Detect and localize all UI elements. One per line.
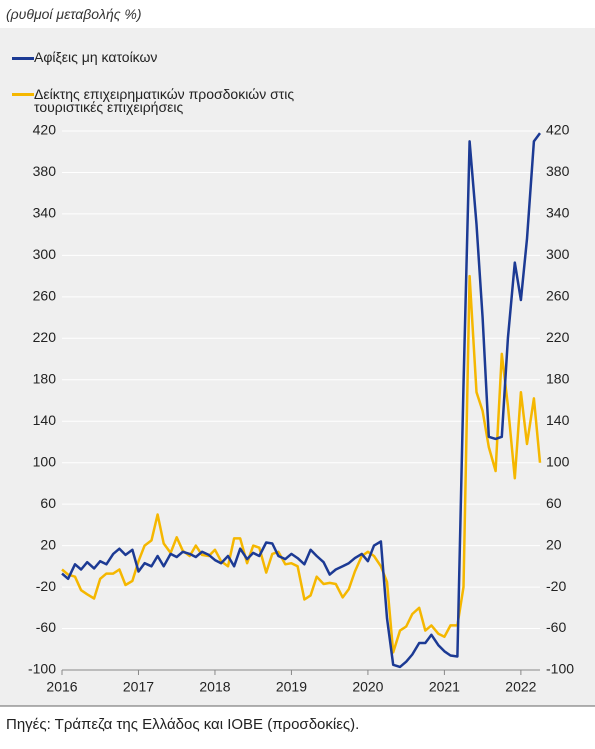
y-tick-label: 20 <box>40 536 56 552</box>
y2-tick-label: 100 <box>546 453 570 469</box>
x-tick-label: 2016 <box>46 679 77 695</box>
x-tick-label: 2022 <box>505 679 536 695</box>
subtitle: (ρυθμοί μεταβολής %) <box>6 6 142 22</box>
y-tick-label: -100 <box>28 661 56 677</box>
y-tick-label: 180 <box>33 370 57 386</box>
source: Πηγές: Τράπεζα της Ελλάδος και ΙΟΒΕ (προ… <box>6 716 360 733</box>
y2-tick-label: 20 <box>546 536 562 552</box>
x-tick-label: 2017 <box>123 679 154 695</box>
legend-swatch <box>12 57 34 60</box>
y2-tick-label: 60 <box>546 495 562 511</box>
legend-label: Αφίξεις μη κατοίκων <box>34 49 158 65</box>
legend-swatch <box>12 93 34 96</box>
y2-tick-label: -100 <box>546 661 574 677</box>
y-tick-label: 300 <box>33 246 57 262</box>
y-tick-label: 140 <box>33 412 57 428</box>
x-tick-label: 2018 <box>199 679 230 695</box>
y-tick-label: 60 <box>40 495 56 511</box>
y-tick-label: 220 <box>33 329 57 345</box>
y2-tick-label: -20 <box>546 578 566 594</box>
y-tick-label: -20 <box>36 578 56 594</box>
y2-tick-label: 420 <box>546 122 570 138</box>
y-tick-label: 380 <box>33 163 57 179</box>
y-tick-label: -60 <box>36 619 56 635</box>
y2-tick-label: 340 <box>546 205 570 221</box>
y-tick-label: 340 <box>33 205 57 221</box>
x-tick-label: 2019 <box>276 679 307 695</box>
series-line <box>61 132 542 669</box>
x-tick-label: 2021 <box>429 679 460 695</box>
y-tick-label: 100 <box>33 453 57 469</box>
y2-tick-label: 300 <box>546 246 570 262</box>
y2-tick-label: 180 <box>546 370 570 386</box>
y2-tick-label: -60 <box>546 619 566 635</box>
y-tick-label: 260 <box>33 288 57 304</box>
x-tick-label: 2020 <box>352 679 383 695</box>
series-line <box>61 274 542 654</box>
background <box>0 28 595 706</box>
y2-tick-label: 140 <box>546 412 570 428</box>
y2-tick-label: 260 <box>546 288 570 304</box>
y2-tick-label: 220 <box>546 329 570 345</box>
legend-label: Δείκτης επιχειρηματικών προσδοκιών στις … <box>34 86 295 115</box>
y2-tick-label: 380 <box>546 163 570 179</box>
y-tick-label: 420 <box>33 122 57 138</box>
